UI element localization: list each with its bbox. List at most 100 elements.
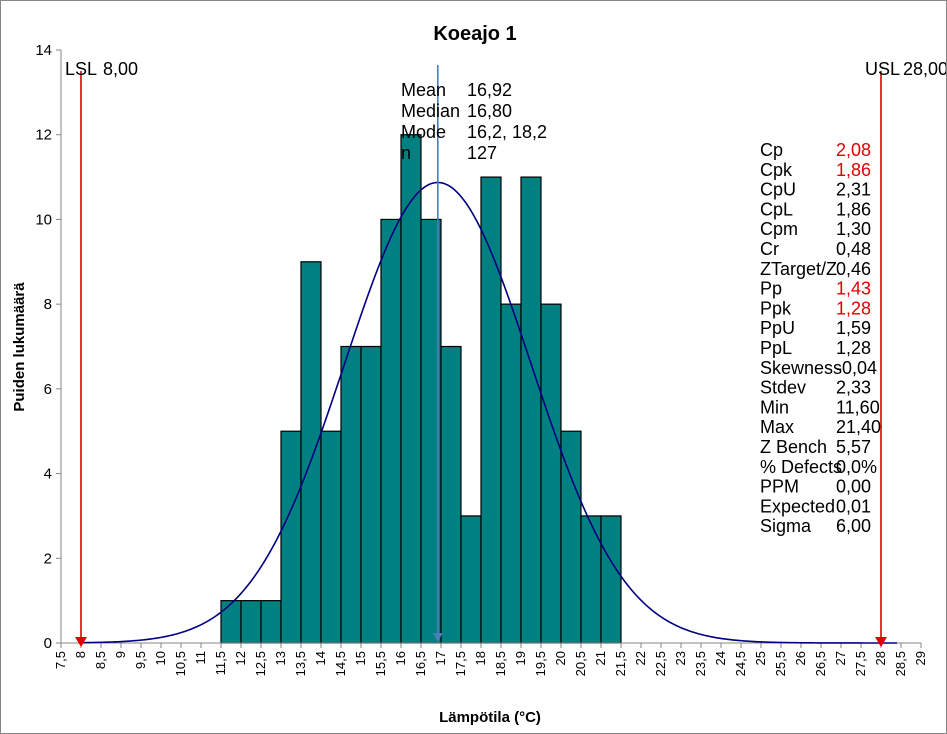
x-tick-label: 26 xyxy=(793,651,808,665)
histogram-bar xyxy=(380,218,402,644)
capability-stat-value: 1,30 xyxy=(836,219,871,239)
capability-stat-label: Skewness xyxy=(760,358,842,378)
x-tick-label: 13,5 xyxy=(293,651,308,676)
center-stat-label: n xyxy=(401,143,411,163)
y-tick-label: 10 xyxy=(35,211,52,228)
normal-curve-group xyxy=(80,65,897,644)
x-tick-label: 21,5 xyxy=(613,651,628,676)
x-tick-label: 17 xyxy=(433,651,448,665)
capability-stat-label: CpL xyxy=(760,199,793,219)
capability-stat-label: % Defects xyxy=(760,457,842,477)
capability-stat-label: Min xyxy=(760,397,789,417)
capability-stat-value: 1,43 xyxy=(836,279,871,299)
normal-curve xyxy=(80,181,897,644)
x-tick-label: 14 xyxy=(313,651,328,665)
capability-stat-value: 2,31 xyxy=(836,180,871,200)
x-tick-label: 14,5 xyxy=(333,651,348,676)
x-tick-label: 12,5 xyxy=(253,651,268,676)
capability-stat-value: 1,86 xyxy=(836,199,871,219)
capability-stat-label: PPM xyxy=(760,477,799,497)
usl-arrow-icon xyxy=(875,637,887,647)
capability-stat-value: 21,40 xyxy=(836,417,881,437)
center-stat-value: 16,2, 18,2 xyxy=(467,122,547,142)
capability-stat-label: Ppk xyxy=(760,298,792,318)
y-tick-label: 6 xyxy=(44,381,52,398)
capability-stat-value: 1,59 xyxy=(836,318,871,338)
x-tick-label: 24,5 xyxy=(733,651,748,676)
capability-stat-label: PpU xyxy=(760,318,795,338)
x-tick-label: 15,5 xyxy=(373,651,388,676)
capability-stat-value: 0,46 xyxy=(836,259,871,279)
x-tick-label: 19 xyxy=(513,651,528,665)
x-tick-label: 16,5 xyxy=(413,651,428,676)
x-tick-label: 11,5 xyxy=(213,651,228,675)
x-tick-label: 28,5 xyxy=(893,651,908,676)
x-tick-label: 18,5 xyxy=(493,651,508,676)
x-tick-label: 11 xyxy=(193,651,208,665)
x-tick-label: 26,5 xyxy=(813,651,828,676)
histogram-bar xyxy=(220,600,242,644)
x-tick-label: 16 xyxy=(393,651,408,665)
x-tick-label: 18 xyxy=(473,651,488,665)
histogram-bar xyxy=(560,430,582,644)
x-tick-label: 21 xyxy=(593,651,608,665)
center-stat-value: 127 xyxy=(467,143,497,163)
capability-stat-value: 1,86 xyxy=(836,160,871,180)
x-tick-label: 20 xyxy=(553,651,568,665)
lsl-value: 8,00 xyxy=(103,59,138,79)
x-tick-label: 12 xyxy=(233,651,248,665)
x-tick-label: 22,5 xyxy=(653,651,668,676)
histogram-bar xyxy=(580,515,602,644)
spec-limits: LSL 8,00 USL 28,00 xyxy=(65,59,946,647)
y-tick-label: 2 xyxy=(44,550,52,567)
capability-stat-label: CpU xyxy=(760,180,796,200)
x-tick-label: 8 xyxy=(73,651,88,658)
y-axis-ticks: 0 2 4 6 8 10 12 14 xyxy=(35,42,61,652)
capability-stat-label: Max xyxy=(760,417,794,437)
x-tick-label: 20,5 xyxy=(573,651,588,676)
mean-arrow-icon xyxy=(432,633,443,642)
capability-stat-label: Expected xyxy=(760,496,835,516)
capability-stat-value: 2,33 xyxy=(836,378,871,398)
capability-stat-label: Cr xyxy=(760,239,779,259)
center-stat-label: Mode xyxy=(401,122,446,142)
capability-stat-label: Cpk xyxy=(760,160,793,180)
x-tick-label: 9,5 xyxy=(133,651,148,669)
y-axis-title: Puiden lukumäärä xyxy=(11,282,28,412)
capability-stat-label: Sigma xyxy=(760,516,812,536)
center-stat-label: Median xyxy=(401,101,460,121)
capability-stat-label: Cp xyxy=(760,140,783,160)
x-tick-label: 25 xyxy=(753,651,768,665)
y-tick-label: 12 xyxy=(35,127,52,144)
y-tick-label: 14 xyxy=(35,42,52,59)
x-tick-label: 13 xyxy=(273,651,288,665)
histogram-bar xyxy=(480,176,502,644)
histogram-bar xyxy=(360,345,382,644)
capability-stat-value: 0,01 xyxy=(836,496,871,516)
histogram-bar xyxy=(240,600,262,644)
x-tick-label: 27 xyxy=(833,651,848,665)
y-tick-label: 8 xyxy=(44,296,52,313)
histogram-bar xyxy=(500,303,522,644)
lsl-label: LSL xyxy=(65,59,97,79)
x-tick-label: 19,5 xyxy=(533,651,548,676)
capability-stat-value: 0,0% xyxy=(836,457,877,477)
histogram-bar xyxy=(540,303,562,644)
x-tick-label: 17,5 xyxy=(453,651,468,676)
capability-stat-label: Stdev xyxy=(760,378,806,398)
histogram-bar xyxy=(440,345,462,644)
y-tick-label: 4 xyxy=(44,466,52,483)
x-tick-label: 22 xyxy=(633,651,648,665)
capability-stat-value: 0,00 xyxy=(836,477,871,497)
x-tick-label: 8,5 xyxy=(93,651,108,669)
capability-stat-value: 11,60 xyxy=(836,397,880,417)
x-tick-label: 23,5 xyxy=(693,651,708,676)
x-tick-label: 24 xyxy=(713,651,728,665)
center-stat-value: 16,80 xyxy=(467,101,512,121)
x-tick-label: 27,5 xyxy=(853,651,868,676)
capability-stat-label: Z Bench xyxy=(760,437,827,457)
lsl-arrow-icon xyxy=(75,637,87,647)
capability-stat-value: 2,08 xyxy=(836,140,871,160)
x-tick-label: 10 xyxy=(153,651,168,665)
